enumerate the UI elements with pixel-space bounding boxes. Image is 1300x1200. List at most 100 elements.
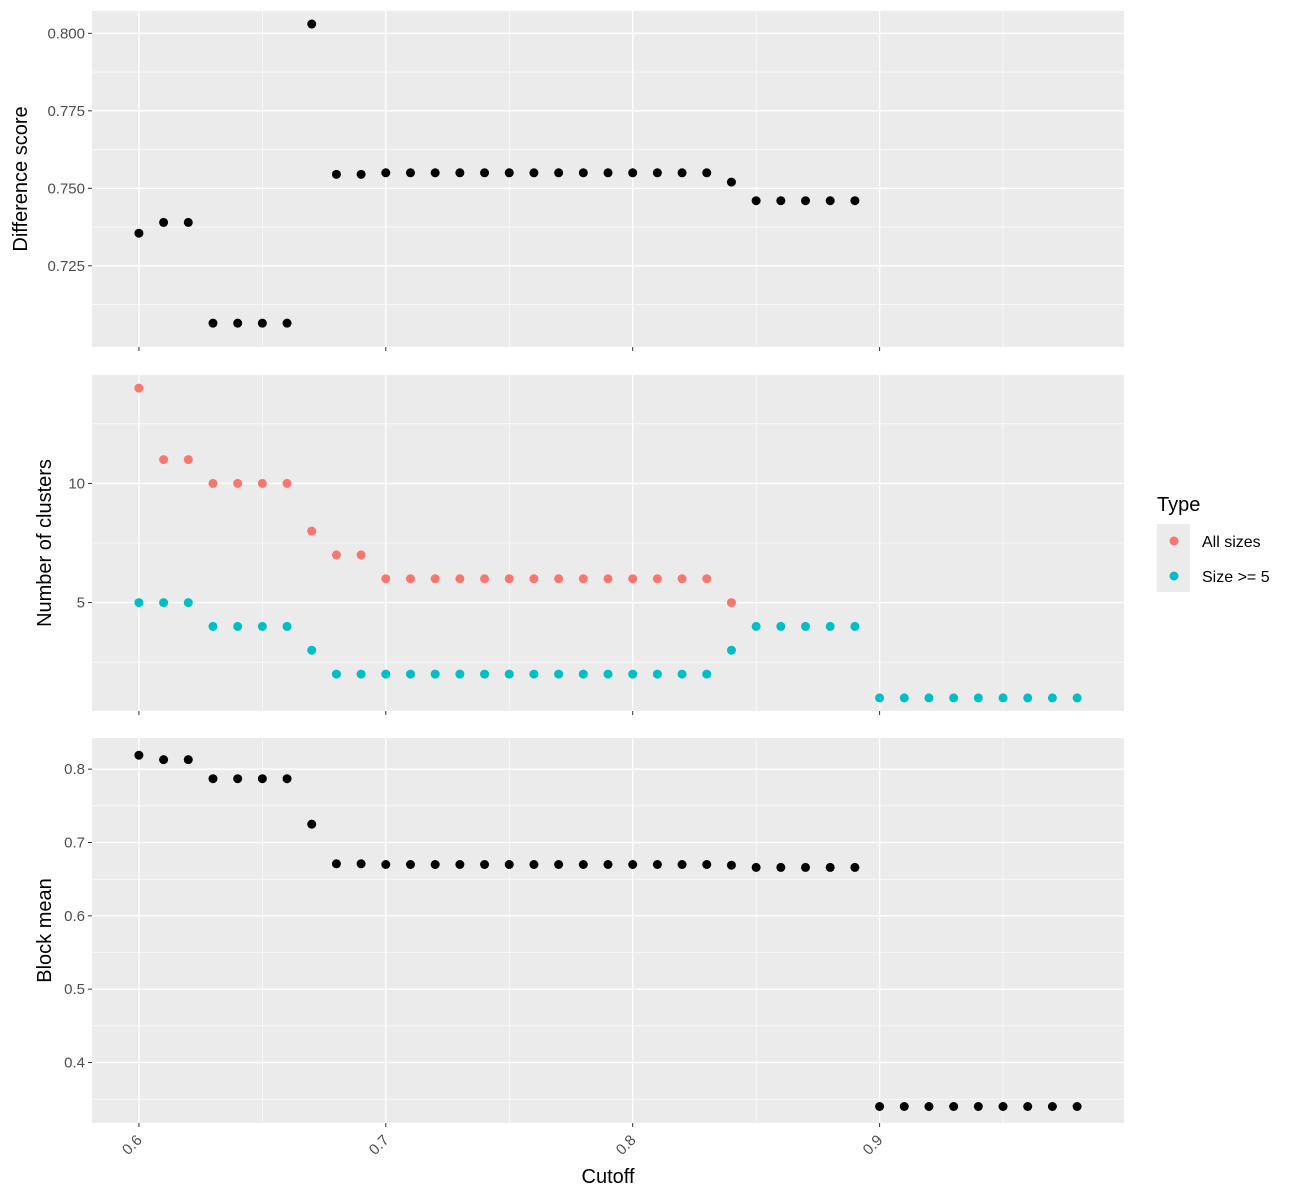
y-tick-label: 0.7	[64, 835, 85, 852]
data-point	[751, 862, 761, 872]
data-point	[134, 228, 144, 238]
y-tick-label: 0.775	[47, 103, 85, 120]
data-point	[233, 621, 243, 631]
legend-key-size-5	[1169, 571, 1179, 581]
data-point	[282, 621, 292, 631]
data-point	[159, 455, 169, 465]
data-point	[208, 318, 218, 328]
data-point	[801, 196, 811, 206]
data-point	[875, 693, 885, 703]
data-point	[702, 669, 712, 679]
data-point	[134, 750, 144, 760]
data-point	[603, 669, 613, 679]
y-tick-label: 0.6	[64, 908, 85, 925]
data-point	[726, 645, 736, 655]
data-point	[405, 168, 415, 178]
data-point	[1023, 693, 1033, 703]
data-point	[825, 196, 835, 206]
data-point	[504, 669, 514, 679]
data-point	[924, 1102, 934, 1111]
data-point	[924, 693, 934, 703]
data-point	[381, 574, 391, 584]
y-axis-title: Difference score	[10, 106, 32, 251]
data-point	[652, 669, 662, 679]
series	[134, 19, 860, 328]
data-point	[208, 478, 218, 488]
data-point	[702, 168, 712, 178]
data-point	[159, 217, 169, 227]
data-point	[307, 19, 317, 29]
data-point	[455, 669, 465, 679]
series-size-5	[134, 598, 1082, 703]
data-point	[480, 860, 490, 869]
data-point	[405, 574, 415, 584]
data-point	[554, 168, 564, 178]
data-point	[554, 860, 564, 869]
data-point	[677, 669, 687, 679]
data-point	[480, 168, 490, 178]
y-axis-title: Block mean	[34, 878, 56, 983]
panel-3: 0.4 0.5 0.6 0.7 0.8 Block mean	[34, 738, 1124, 1127]
series-all-sizes	[134, 383, 736, 608]
data-point	[998, 1102, 1008, 1111]
data-point	[998, 693, 1008, 703]
legend-label-size-5: Size >= 5	[1202, 569, 1270, 586]
legend: Type All sizes Size >= 5	[1157, 494, 1270, 592]
data-point	[628, 860, 638, 869]
data-point	[257, 478, 267, 488]
data-point	[973, 1102, 983, 1111]
data-point	[529, 168, 539, 178]
data-point	[381, 860, 391, 869]
data-point	[480, 574, 490, 584]
data-point	[455, 574, 465, 584]
data-point	[430, 669, 440, 679]
data-point	[1047, 1102, 1057, 1111]
series	[134, 750, 1082, 1111]
data-point	[331, 859, 341, 869]
data-point	[973, 693, 983, 703]
data-point	[529, 860, 539, 869]
data-point	[776, 621, 786, 631]
data-point	[603, 168, 613, 178]
data-point	[726, 598, 736, 608]
data-point	[183, 755, 193, 765]
data-point	[899, 693, 909, 703]
panels-layer: 0.725 0.750 0.775 0.800 Difference score 5 10 N…	[10, 11, 1124, 1159]
data-point	[134, 598, 144, 608]
data-point	[331, 669, 341, 679]
data-point	[504, 860, 514, 869]
data-point	[652, 860, 662, 869]
data-point	[430, 168, 440, 178]
data-point	[159, 755, 169, 765]
data-point	[504, 168, 514, 178]
data-point	[307, 526, 317, 536]
data-point	[801, 621, 811, 631]
data-point	[1072, 693, 1082, 703]
data-point	[801, 862, 811, 872]
data-point	[751, 621, 761, 631]
data-point	[1072, 1102, 1082, 1111]
data-point	[578, 168, 588, 178]
data-point	[677, 574, 687, 584]
data-point	[825, 621, 835, 631]
legend-title: Type	[1157, 494, 1200, 516]
x-axis-title: Cutoff	[582, 1166, 635, 1188]
y-tick-label: 0.4	[64, 1055, 85, 1072]
data-point	[233, 478, 243, 488]
x-tick-label: 0.9	[860, 1132, 887, 1159]
panel-1: 0.725 0.750 0.775 0.800 Difference score	[10, 11, 1124, 351]
data-point	[949, 1102, 959, 1111]
data-point	[949, 693, 959, 703]
data-point	[381, 168, 391, 178]
data-point	[529, 669, 539, 679]
data-point	[480, 669, 490, 679]
x-tick-label: 0.8	[613, 1132, 640, 1159]
data-point	[331, 169, 341, 179]
data-point	[726, 860, 736, 870]
data-point	[1047, 693, 1057, 703]
data-point	[603, 860, 613, 869]
data-point	[405, 669, 415, 679]
data-point	[159, 598, 169, 608]
data-point	[233, 774, 243, 784]
